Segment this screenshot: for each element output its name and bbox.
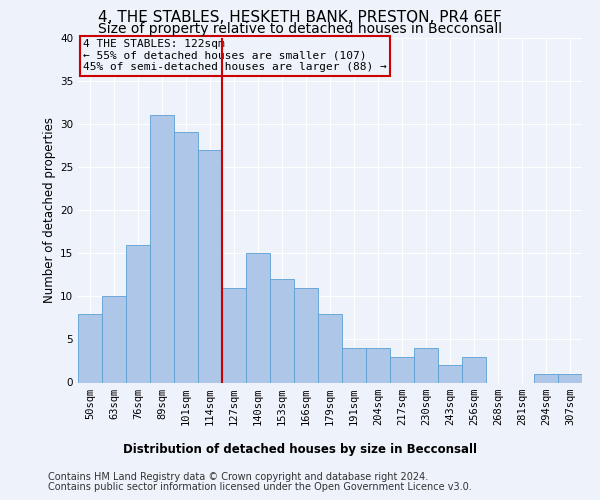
Text: Distribution of detached houses by size in Becconsall: Distribution of detached houses by size … — [123, 442, 477, 456]
Bar — [462, 356, 486, 382]
Text: Size of property relative to detached houses in Becconsall: Size of property relative to detached ho… — [98, 22, 502, 36]
Bar — [198, 150, 222, 382]
Bar — [222, 288, 246, 382]
Text: 4, THE STABLES, HESKETH BANK, PRESTON, PR4 6EF: 4, THE STABLES, HESKETH BANK, PRESTON, P… — [98, 10, 502, 25]
Bar — [78, 314, 102, 382]
Bar — [342, 348, 366, 382]
Bar — [534, 374, 558, 382]
Bar — [390, 356, 414, 382]
Bar — [174, 132, 198, 382]
Y-axis label: Number of detached properties: Number of detached properties — [43, 117, 56, 303]
Text: 4 THE STABLES: 122sqm
← 55% of detached houses are smaller (107)
45% of semi-det: 4 THE STABLES: 122sqm ← 55% of detached … — [83, 39, 387, 72]
Bar — [558, 374, 582, 382]
Bar — [246, 253, 270, 382]
Text: Contains HM Land Registry data © Crown copyright and database right 2024.: Contains HM Land Registry data © Crown c… — [48, 472, 428, 482]
Bar — [102, 296, 126, 382]
Bar — [366, 348, 390, 382]
Bar — [126, 244, 150, 382]
Bar — [414, 348, 438, 382]
Text: Contains public sector information licensed under the Open Government Licence v3: Contains public sector information licen… — [48, 482, 472, 492]
Bar — [294, 288, 318, 382]
Bar — [438, 365, 462, 382]
Bar — [150, 115, 174, 382]
Bar — [270, 279, 294, 382]
Bar — [318, 314, 342, 382]
